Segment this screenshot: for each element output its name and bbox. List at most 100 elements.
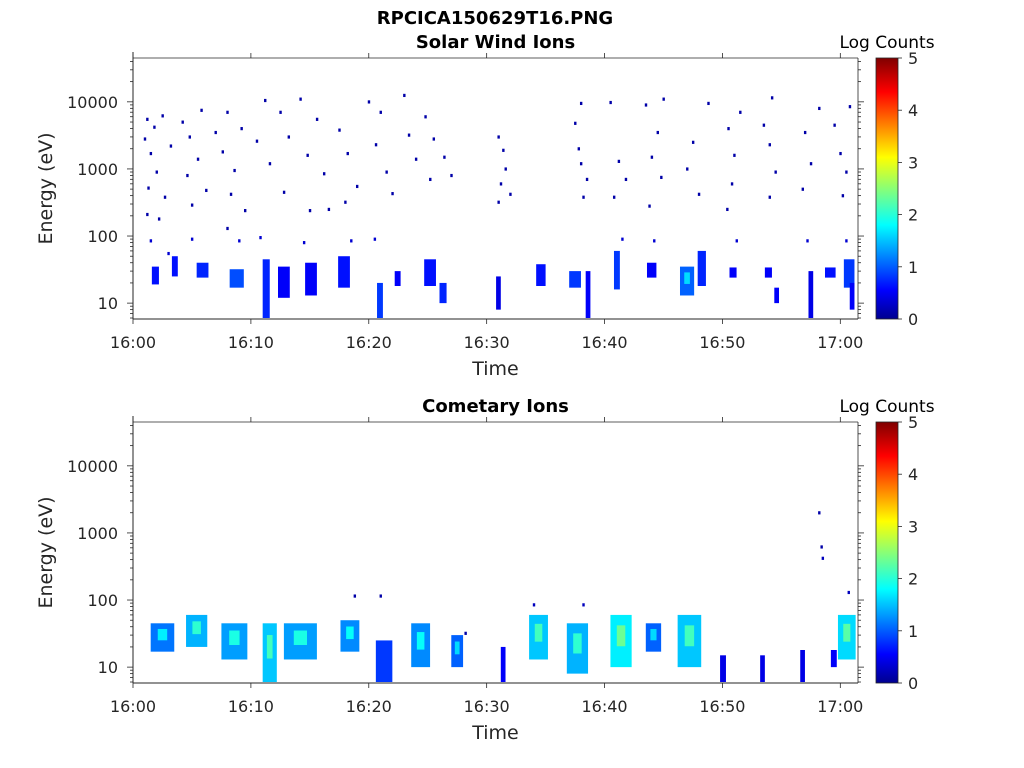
data-cell	[315, 117, 319, 121]
data-cell	[579, 101, 583, 106]
data-block	[729, 267, 737, 278]
data-cell	[585, 177, 589, 182]
colorbar-label: Log Counts	[839, 397, 934, 417]
y-tick-label: 1000	[77, 160, 118, 179]
data-cell	[355, 184, 359, 189]
x-axis-label: Time	[471, 722, 519, 744]
data-cell	[774, 170, 777, 174]
data-block	[646, 262, 657, 278]
data-block	[262, 259, 270, 319]
data-cell	[662, 97, 665, 101]
data-cell	[818, 106, 821, 111]
data-cell	[821, 556, 825, 560]
data-cell	[845, 170, 848, 174]
data-block-core	[684, 272, 690, 284]
data-block	[278, 266, 290, 298]
data-block	[439, 282, 447, 304]
data-cell	[238, 239, 241, 243]
data-cell	[621, 237, 624, 241]
data-block-core	[454, 641, 460, 655]
data-cell	[353, 594, 357, 598]
data-block	[229, 269, 244, 288]
data-cell	[833, 123, 836, 127]
data-cell	[190, 237, 194, 241]
y-tick-label: 10000	[67, 93, 118, 112]
data-cell	[609, 100, 612, 105]
data-cell	[582, 195, 585, 199]
data-cell	[146, 117, 149, 121]
data-cell	[617, 159, 621, 163]
data-cell	[308, 209, 312, 213]
data-cell	[181, 120, 184, 124]
data-cell	[648, 204, 651, 208]
x-tick-label: 16:30	[464, 333, 510, 352]
data-cell	[374, 143, 378, 147]
data-cell	[443, 155, 446, 159]
data-cell	[190, 203, 194, 207]
data-cell	[221, 150, 224, 154]
data-cell	[161, 114, 164, 118]
data-block	[171, 256, 178, 277]
x-axis-label: Time	[471, 358, 519, 380]
data-cell	[344, 200, 347, 204]
data-block	[536, 264, 546, 286]
x-tick-label: 17:00	[817, 697, 863, 716]
data-cell	[818, 511, 821, 515]
data-cell	[686, 167, 689, 171]
data-block	[843, 259, 855, 288]
data-block-core	[266, 635, 273, 659]
data-cell	[153, 125, 156, 129]
data-cell	[509, 192, 512, 196]
data-cell	[653, 239, 656, 243]
data-block	[496, 276, 501, 310]
data-cell	[407, 133, 411, 137]
data-block	[377, 282, 383, 319]
data-cell	[464, 631, 467, 635]
data-cell	[157, 217, 161, 221]
y-axis-label: Energy (eV)	[35, 496, 57, 608]
data-cell	[726, 207, 729, 212]
data-block	[569, 271, 581, 288]
y-tick-label: 100	[87, 227, 118, 246]
data-cell	[264, 98, 267, 103]
data-cell	[391, 192, 394, 196]
data-cell	[379, 110, 382, 114]
data-cell	[229, 192, 233, 196]
data-cell	[367, 100, 371, 104]
data-cell	[346, 151, 349, 156]
data-cell	[624, 177, 628, 182]
data-cell	[847, 590, 850, 595]
x-tick-label: 16:20	[346, 333, 392, 352]
data-block	[500, 646, 506, 683]
colorbar-label: Log Counts	[839, 33, 934, 53]
data-cell	[279, 110, 282, 114]
data-block	[720, 655, 726, 683]
data-block-core	[157, 628, 168, 641]
data-cell	[147, 186, 150, 190]
data-block	[394, 271, 401, 286]
data-block-core	[534, 623, 543, 642]
data-block	[800, 649, 805, 683]
colorbar-tick-label: 0	[908, 310, 918, 329]
colorbar-tick-label: 0	[908, 674, 918, 693]
data-block	[764, 267, 772, 278]
data-cell	[327, 207, 331, 212]
data-cell	[226, 110, 229, 114]
data-cell	[574, 121, 577, 125]
data-block	[760, 655, 765, 683]
data-cell	[240, 127, 243, 131]
data-cell	[841, 194, 845, 198]
data-cell	[660, 175, 663, 180]
data-cell	[730, 182, 734, 186]
data-cell	[820, 545, 823, 549]
colorbar-tick-label: 1	[908, 258, 918, 277]
data-cell	[803, 130, 807, 135]
data-cell	[414, 157, 418, 161]
data-cell	[424, 115, 427, 119]
x-tick-label: 16:40	[581, 333, 627, 352]
data-cell	[149, 239, 153, 243]
data-cell	[845, 239, 848, 243]
data-cell	[770, 96, 774, 100]
data-block	[849, 282, 855, 310]
